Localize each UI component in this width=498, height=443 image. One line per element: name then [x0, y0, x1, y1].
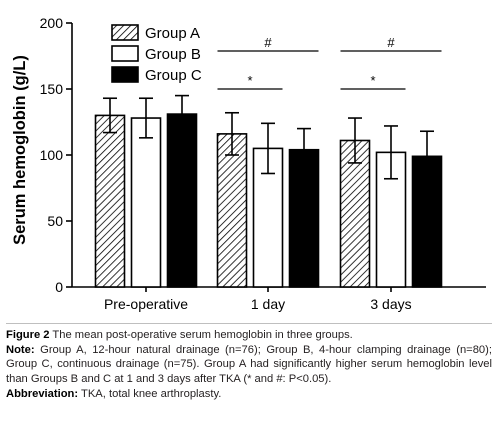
note-label: Note: — [6, 344, 35, 357]
bar — [166, 113, 198, 288]
significance-symbol: # — [387, 35, 395, 50]
figure-text: The mean post-operative serum hemoglobin… — [49, 329, 353, 341]
bar — [339, 139, 371, 288]
significance-symbol: * — [247, 73, 252, 88]
y-tick-label: 200 — [40, 15, 64, 31]
legend: Group A Group B Group C — [111, 24, 202, 84]
y-tick-label: 100 — [40, 147, 64, 163]
figure-abbreviation: Abbreviation: TKA, total knee arthroplas… — [6, 387, 492, 401]
bar — [216, 133, 248, 288]
legend-swatch — [111, 45, 139, 62]
x-tick-label: 3 days — [370, 296, 411, 312]
plot-area: 0 50 100 150 200 Pre-operative 1 day 3 days * # * # — [40, 15, 486, 312]
legend-label: Group A — [145, 25, 200, 42]
y-tick-label: 0 — [55, 279, 63, 295]
legend-label: Group C — [145, 67, 202, 84]
bar — [288, 148, 320, 288]
figure-caption: Figure 2 The mean post-operative serum h… — [6, 323, 492, 402]
bar — [94, 114, 126, 288]
significance-symbol: # — [264, 35, 272, 50]
figure-note: Note: Group A, 12-hour natural drainage … — [6, 343, 492, 386]
legend-swatch — [111, 24, 139, 41]
abbreviation-text: TKA, total knee arthroplasty. — [78, 387, 222, 400]
note-text: Group A, 12-hour natural drainage (n=76)… — [6, 344, 492, 385]
figure-label: Figure 2 — [6, 329, 50, 341]
abbreviation-label: Abbreviation: — [6, 387, 79, 400]
significance-symbol: * — [370, 73, 375, 88]
y-tick-label: 150 — [40, 81, 64, 97]
legend-label: Group B — [145, 46, 201, 63]
caption-divider — [6, 323, 492, 324]
bar — [130, 117, 162, 288]
figure-title: Figure 2 The mean post-operative serum h… — [6, 328, 492, 342]
x-tick-label: 1 day — [251, 296, 285, 312]
y-tick-label: 50 — [47, 213, 63, 229]
x-tick-label: Pre-operative — [104, 296, 188, 312]
bar-chart: Serum hemoglobin (g/L) 0 50 100 150 200 Pre-o… — [11, 15, 486, 312]
y-axis-label: Serum hemoglobin (g/L) — [11, 55, 29, 245]
legend-swatch — [111, 66, 139, 83]
